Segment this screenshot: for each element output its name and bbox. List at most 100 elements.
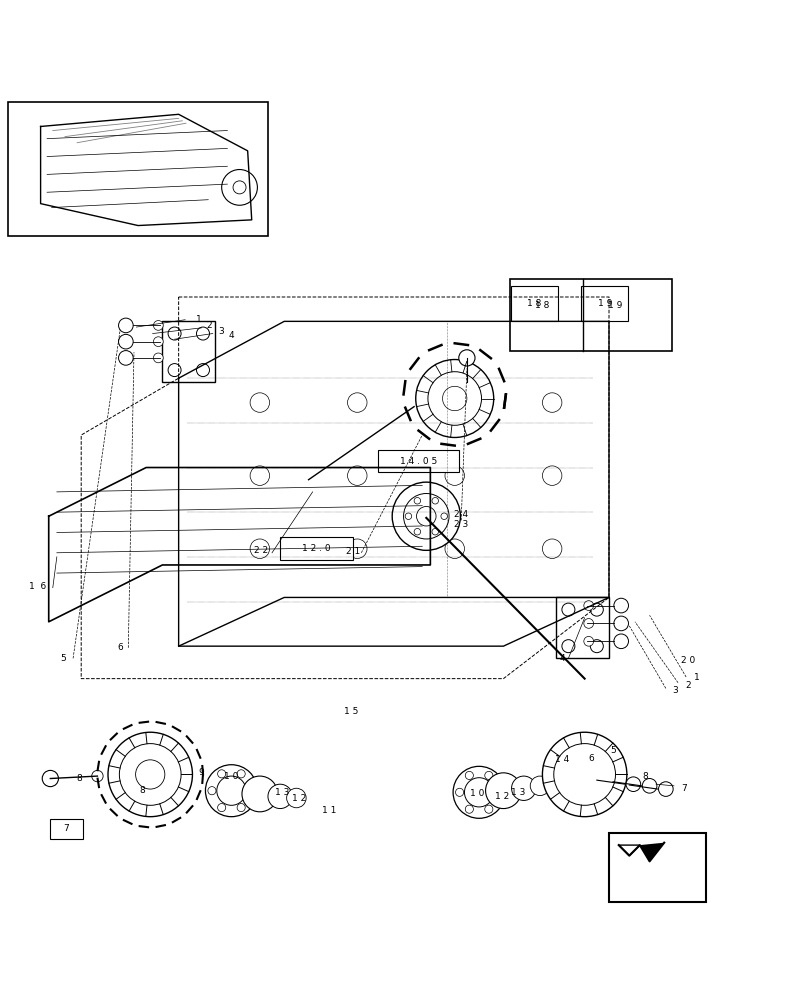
Text: 5: 5: [609, 746, 616, 755]
Circle shape: [485, 773, 521, 809]
Circle shape: [118, 318, 133, 333]
Circle shape: [465, 805, 473, 813]
Circle shape: [455, 788, 463, 796]
Polygon shape: [618, 845, 639, 856]
Circle shape: [217, 770, 225, 778]
Circle shape: [347, 466, 367, 485]
Text: 1 3: 1 3: [510, 788, 525, 797]
Text: 7: 7: [63, 824, 70, 833]
Circle shape: [250, 393, 269, 412]
Circle shape: [92, 770, 103, 782]
Circle shape: [442, 386, 466, 411]
Circle shape: [196, 327, 209, 340]
Circle shape: [484, 771, 492, 780]
Circle shape: [642, 779, 656, 793]
Circle shape: [118, 334, 133, 349]
Circle shape: [217, 804, 225, 812]
Bar: [535, 293, 550, 313]
Circle shape: [414, 528, 420, 535]
Circle shape: [250, 539, 269, 558]
Circle shape: [511, 776, 535, 800]
Text: 1: 1: [195, 315, 202, 324]
Text: 9: 9: [198, 768, 204, 777]
Bar: [280, 537, 353, 560]
Circle shape: [347, 393, 367, 412]
Circle shape: [613, 634, 628, 649]
Text: 2 1: 2 1: [345, 547, 360, 556]
Circle shape: [118, 351, 133, 365]
Text: 5: 5: [60, 654, 67, 663]
Text: 1 4: 1 4: [554, 755, 569, 764]
Text: 1 2: 1 2: [291, 794, 306, 803]
Bar: [556, 597, 608, 658]
Circle shape: [494, 788, 502, 796]
Bar: [8, 102, 268, 236]
Text: 1 0: 1 0: [224, 772, 238, 781]
Text: 6: 6: [117, 643, 123, 652]
Text: 2 3: 2 3: [453, 520, 468, 529]
Circle shape: [196, 364, 209, 377]
Text: 8: 8: [139, 786, 145, 795]
Circle shape: [153, 321, 163, 330]
Circle shape: [403, 494, 448, 539]
Circle shape: [583, 636, 593, 646]
Circle shape: [658, 782, 672, 796]
Circle shape: [542, 466, 561, 485]
Circle shape: [431, 528, 438, 535]
Text: 7: 7: [680, 784, 686, 793]
Bar: [581, 286, 628, 321]
Text: 2: 2: [207, 321, 212, 330]
Circle shape: [237, 770, 245, 778]
Circle shape: [168, 364, 181, 377]
Circle shape: [590, 640, 603, 653]
Text: 2 4: 2 4: [453, 510, 468, 519]
Circle shape: [613, 598, 628, 613]
Circle shape: [119, 744, 181, 805]
Text: 1  6: 1 6: [28, 582, 46, 591]
Circle shape: [553, 744, 615, 805]
Circle shape: [542, 732, 626, 817]
Text: 1 4 . 0 5: 1 4 . 0 5: [399, 457, 436, 466]
Circle shape: [233, 181, 246, 194]
Circle shape: [613, 616, 628, 631]
Circle shape: [530, 776, 549, 796]
Circle shape: [392, 482, 460, 550]
Circle shape: [237, 804, 245, 812]
Circle shape: [453, 766, 504, 818]
Text: 1 9: 1 9: [597, 299, 611, 308]
Circle shape: [405, 513, 411, 519]
Circle shape: [242, 776, 277, 812]
Text: 1 2 . 0: 1 2 . 0: [302, 544, 331, 553]
Text: 2 2: 2 2: [254, 546, 268, 555]
Text: 1 2: 1 2: [494, 792, 508, 801]
Bar: [377, 450, 458, 472]
Text: 1 8: 1 8: [526, 299, 541, 308]
Text: 1 8: 1 8: [534, 301, 549, 310]
Circle shape: [458, 350, 474, 366]
Circle shape: [217, 776, 246, 805]
Text: 2 0: 2 0: [680, 656, 695, 665]
Text: 2: 2: [685, 681, 690, 690]
Circle shape: [205, 765, 257, 817]
Text: 8: 8: [76, 774, 83, 783]
Circle shape: [583, 296, 598, 311]
Text: 1 5: 1 5: [343, 707, 358, 716]
Circle shape: [444, 539, 464, 558]
Circle shape: [561, 603, 574, 616]
Circle shape: [583, 601, 593, 610]
Circle shape: [221, 170, 257, 205]
Circle shape: [415, 360, 493, 437]
Circle shape: [286, 788, 306, 808]
Circle shape: [464, 778, 493, 807]
Circle shape: [542, 539, 561, 558]
Circle shape: [440, 513, 447, 519]
Circle shape: [465, 771, 473, 780]
Circle shape: [521, 299, 529, 307]
Bar: [162, 321, 215, 382]
Circle shape: [153, 353, 163, 363]
Circle shape: [250, 466, 269, 485]
Text: 3: 3: [217, 327, 224, 336]
Circle shape: [153, 337, 163, 347]
Circle shape: [542, 393, 561, 412]
Text: 4: 4: [229, 331, 234, 340]
